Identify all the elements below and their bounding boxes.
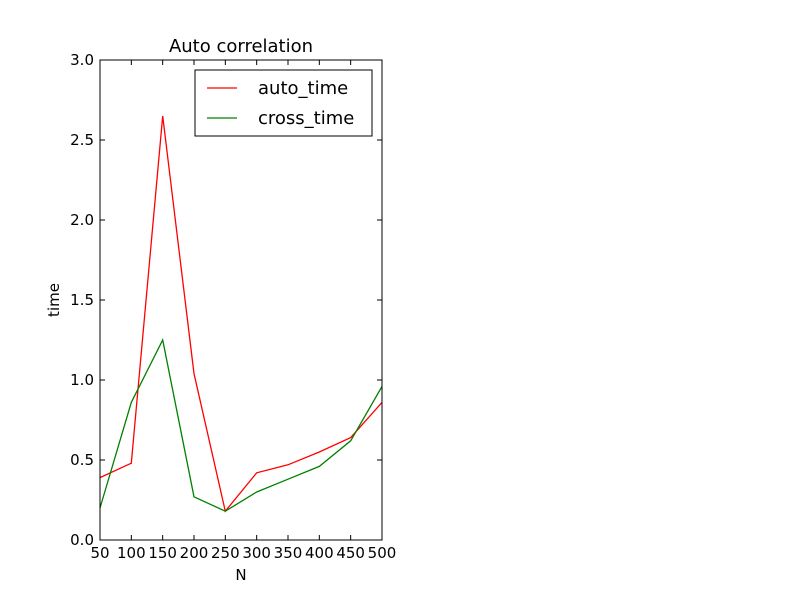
y-tick-label: 2.0	[70, 211, 94, 229]
legend-box	[194, 69, 373, 137]
x-axis-label: N	[235, 566, 246, 584]
y-tick-label: 0.0	[70, 531, 94, 549]
y-tick-label: 3.0	[70, 51, 94, 69]
plot-area	[100, 60, 382, 540]
x-tick-label: 100	[117, 544, 146, 562]
series-line-cross-time	[99, 338, 383, 512]
series-line-auto-time	[99, 115, 383, 513]
y-tick-label: 2.5	[70, 131, 94, 149]
legend-label: cross_time	[258, 108, 354, 129]
y-tick-label: 1.5	[70, 291, 94, 309]
x-tick-label: 450	[336, 544, 365, 562]
chart-title: Auto correlation	[169, 36, 313, 57]
y-tick-label: 0.5	[70, 451, 94, 469]
y-axis-label: time	[45, 283, 63, 317]
legend: auto_time cross_time	[194, 69, 373, 137]
x-tick-label: 50	[90, 544, 109, 562]
x-tick-label: 500	[368, 544, 397, 562]
y-tick-label: 1.0	[70, 371, 94, 389]
x-tick-label: 400	[305, 544, 334, 562]
x-tick-label: 200	[180, 544, 209, 562]
x-tick-label: 300	[242, 544, 271, 562]
x-tick-label: 150	[148, 544, 177, 562]
x-tick-label: 350	[274, 544, 303, 562]
legend-label: auto_time	[258, 78, 348, 99]
x-tick-label: 250	[211, 544, 240, 562]
